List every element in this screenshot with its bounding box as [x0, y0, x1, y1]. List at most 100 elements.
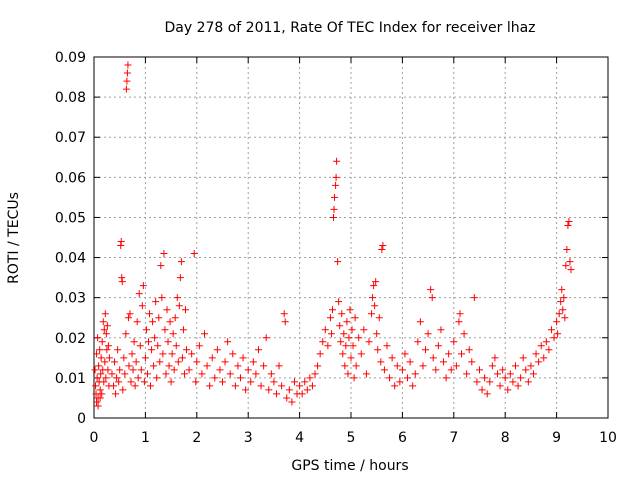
data-point	[460, 330, 468, 338]
data-point	[388, 354, 396, 362]
data-point	[180, 370, 188, 378]
data-point	[157, 262, 165, 270]
data-point	[303, 386, 311, 394]
data-point	[96, 386, 104, 394]
data-point	[429, 354, 437, 362]
data-point	[133, 318, 141, 326]
data-point	[169, 330, 177, 338]
data-point	[283, 394, 291, 402]
data-point	[306, 374, 314, 382]
data-point	[117, 242, 125, 250]
data-point	[324, 342, 332, 350]
data-point	[139, 282, 147, 290]
data-point	[170, 366, 178, 374]
data-point	[247, 378, 255, 386]
data-point	[173, 294, 181, 302]
data-point	[374, 346, 382, 354]
data-point	[391, 382, 399, 390]
data-point	[265, 386, 273, 394]
data-point	[203, 362, 211, 370]
data-point	[146, 310, 154, 318]
data-point	[488, 362, 496, 370]
data-point	[262, 334, 270, 342]
data-point	[545, 346, 553, 354]
y-tick-label: 0.09	[55, 50, 86, 66]
data-point	[440, 358, 448, 366]
data-point	[148, 346, 156, 354]
data-point	[522, 366, 530, 374]
data-point	[285, 386, 293, 394]
data-point	[154, 342, 162, 350]
data-point	[151, 334, 159, 342]
data-point	[101, 358, 109, 366]
data-point	[161, 326, 169, 334]
data-point	[115, 378, 123, 386]
data-point	[401, 350, 409, 358]
data-point	[308, 382, 316, 390]
data-point	[560, 294, 568, 302]
data-point	[396, 378, 404, 386]
data-point	[267, 370, 275, 378]
data-point	[112, 390, 120, 398]
data-point	[181, 306, 189, 314]
data-point	[176, 274, 184, 282]
x-tick-label: 1	[141, 430, 150, 446]
data-point	[554, 330, 562, 338]
data-point	[93, 398, 101, 406]
data-point	[105, 354, 113, 362]
data-point	[124, 314, 132, 322]
data-point	[357, 350, 365, 358]
data-point	[288, 398, 296, 406]
data-point	[163, 306, 171, 314]
data-point	[142, 326, 150, 334]
data-point	[465, 346, 473, 354]
data-point	[120, 354, 128, 362]
data-point	[239, 354, 247, 362]
data-point	[404, 374, 412, 382]
data-point	[473, 378, 481, 386]
data-point	[260, 362, 268, 370]
data-point	[172, 342, 180, 350]
data-point	[93, 374, 101, 382]
data-point	[121, 370, 129, 378]
x-tick-label: 4	[295, 430, 304, 446]
data-point	[398, 366, 406, 374]
data-point	[519, 354, 527, 362]
data-point	[97, 354, 105, 362]
data-point	[149, 318, 157, 326]
x-tick-label: 9	[552, 430, 561, 446]
data-point	[96, 394, 104, 402]
data-point	[242, 386, 250, 394]
data-point	[478, 386, 486, 394]
y-tick-label: 0.08	[55, 90, 86, 106]
data-point	[104, 342, 112, 350]
data-point	[555, 310, 563, 318]
data-point	[316, 350, 324, 358]
data-point	[371, 302, 379, 310]
data-point	[428, 294, 436, 302]
data-point	[311, 370, 319, 378]
data-point	[114, 346, 122, 354]
data-point	[406, 358, 414, 366]
data-point	[373, 330, 381, 338]
data-point	[141, 354, 149, 362]
data-point	[419, 362, 427, 370]
data-point	[177, 258, 185, 266]
data-point	[470, 294, 478, 302]
data-point	[272, 390, 280, 398]
data-point	[532, 350, 540, 358]
data-point	[529, 370, 537, 378]
x-tick-label: 3	[244, 430, 253, 446]
data-point	[198, 370, 206, 378]
data-point	[153, 374, 161, 382]
data-point	[213, 346, 221, 354]
data-point	[119, 386, 127, 394]
data-point	[224, 338, 232, 346]
data-point	[122, 85, 130, 93]
data-point	[442, 374, 450, 382]
data-point	[558, 286, 566, 294]
data-point	[506, 370, 514, 378]
x-tick-label: 6	[398, 430, 407, 446]
data-point	[221, 358, 229, 366]
data-point	[542, 338, 550, 346]
